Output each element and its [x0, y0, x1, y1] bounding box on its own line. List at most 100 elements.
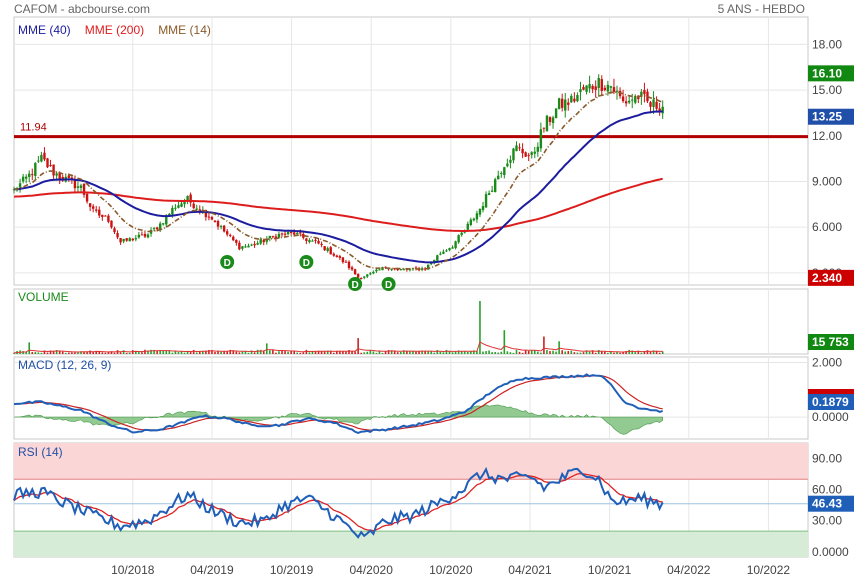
volume-bar — [473, 350, 475, 354]
volume-bar — [241, 351, 244, 354]
candle-body — [265, 239, 268, 242]
candle-body — [518, 147, 521, 149]
volume-bar — [278, 351, 280, 354]
volume-bar — [138, 351, 140, 354]
dividend-label: D — [303, 258, 310, 269]
candle-body — [314, 239, 317, 241]
volume-bar — [491, 352, 493, 354]
candle-body — [570, 95, 573, 103]
candle-body — [143, 233, 147, 237]
volume-bar — [424, 351, 426, 354]
candle-body — [515, 145, 518, 152]
volume-bar — [354, 351, 356, 354]
x-tick-label: 04/2022 — [667, 563, 711, 577]
candle-body — [113, 228, 116, 233]
volume-bar — [61, 351, 64, 354]
volume-bar — [415, 351, 417, 354]
x-tick-label: 04/2019 — [190, 563, 234, 577]
dividend-marker: D — [220, 255, 235, 269]
volume-bar — [281, 350, 283, 354]
volume-bar — [34, 351, 37, 354]
candle-body — [655, 101, 658, 109]
candle-body — [487, 193, 491, 195]
price-y-tick: 18.00 — [812, 37, 842, 51]
candle-body — [369, 273, 372, 275]
volume-bar — [144, 349, 146, 354]
legend-item: MME (200) — [85, 23, 144, 37]
candle-body — [43, 152, 46, 160]
candle-body — [171, 207, 174, 215]
volume-bar — [485, 351, 487, 354]
candle-body — [198, 209, 201, 212]
volume-bar — [558, 341, 560, 354]
candle-body — [564, 99, 567, 111]
volume-bar — [524, 350, 527, 354]
candle-body — [524, 152, 527, 157]
volume-bar — [302, 352, 305, 354]
candle-body — [521, 148, 524, 154]
volume-bar — [217, 351, 219, 354]
volume-bar — [381, 352, 384, 354]
volume-bar — [533, 350, 536, 354]
panel-frame-price — [13, 16, 809, 286]
macd-tag-bg — [808, 394, 854, 410]
volume-bar — [409, 351, 411, 354]
candle-body — [506, 163, 509, 167]
candle-body — [91, 206, 95, 209]
volume-bar — [247, 352, 250, 354]
candle-body — [366, 274, 369, 277]
last-price-tag: 16.10 — [808, 65, 854, 82]
volume-bar — [567, 350, 570, 354]
volume-bar — [564, 351, 567, 354]
volume-bar — [403, 350, 405, 354]
volume-bar — [256, 349, 259, 354]
candle-body — [420, 268, 424, 270]
volume-bar — [317, 350, 320, 354]
volume-bar — [597, 349, 600, 354]
volume-bar — [110, 351, 113, 354]
volume-bar — [180, 351, 183, 354]
dividend-marker: D — [348, 277, 363, 291]
candle-body — [317, 240, 320, 244]
candle-body — [283, 233, 287, 235]
candle-body — [439, 253, 442, 255]
volume-bar — [625, 351, 627, 354]
candle-body — [600, 79, 603, 91]
volume-bar — [52, 350, 55, 354]
rsi-tag: 46.43 — [808, 495, 854, 512]
candle-body — [216, 221, 220, 227]
macd-y-tick: 0.0000 — [812, 410, 849, 424]
volume-bar — [482, 351, 484, 354]
candle-body — [542, 127, 546, 129]
candle-body — [372, 271, 375, 274]
volume-bar — [183, 352, 186, 354]
candle-body — [643, 90, 646, 95]
volume-bar — [494, 352, 496, 354]
candle-body — [624, 101, 628, 104]
candle-body — [207, 216, 211, 218]
candle-body — [192, 203, 195, 209]
volume-bar — [46, 352, 49, 354]
volume-bar — [530, 350, 533, 354]
volume-bar — [308, 352, 311, 354]
volume-bar — [646, 350, 649, 354]
macd-tag-text: 0.1879 — [812, 395, 849, 409]
volume-bar — [509, 352, 512, 354]
candle-body — [18, 183, 22, 188]
volume-bar — [570, 350, 573, 354]
candle-body — [353, 269, 357, 275]
candle-body — [478, 209, 482, 215]
volume-bar — [107, 352, 110, 354]
candle-body — [408, 269, 412, 271]
volume-bar — [451, 352, 454, 354]
volume-bar — [314, 351, 317, 354]
candle-body — [597, 78, 600, 89]
candle-body — [137, 234, 141, 238]
volume-bar — [582, 352, 585, 354]
volume-bar — [68, 352, 70, 354]
candle-body — [82, 183, 86, 195]
volume-bar — [287, 351, 289, 354]
volume-bar — [86, 351, 88, 354]
macd-histogram — [13, 404, 663, 435]
candle-body — [612, 87, 616, 92]
